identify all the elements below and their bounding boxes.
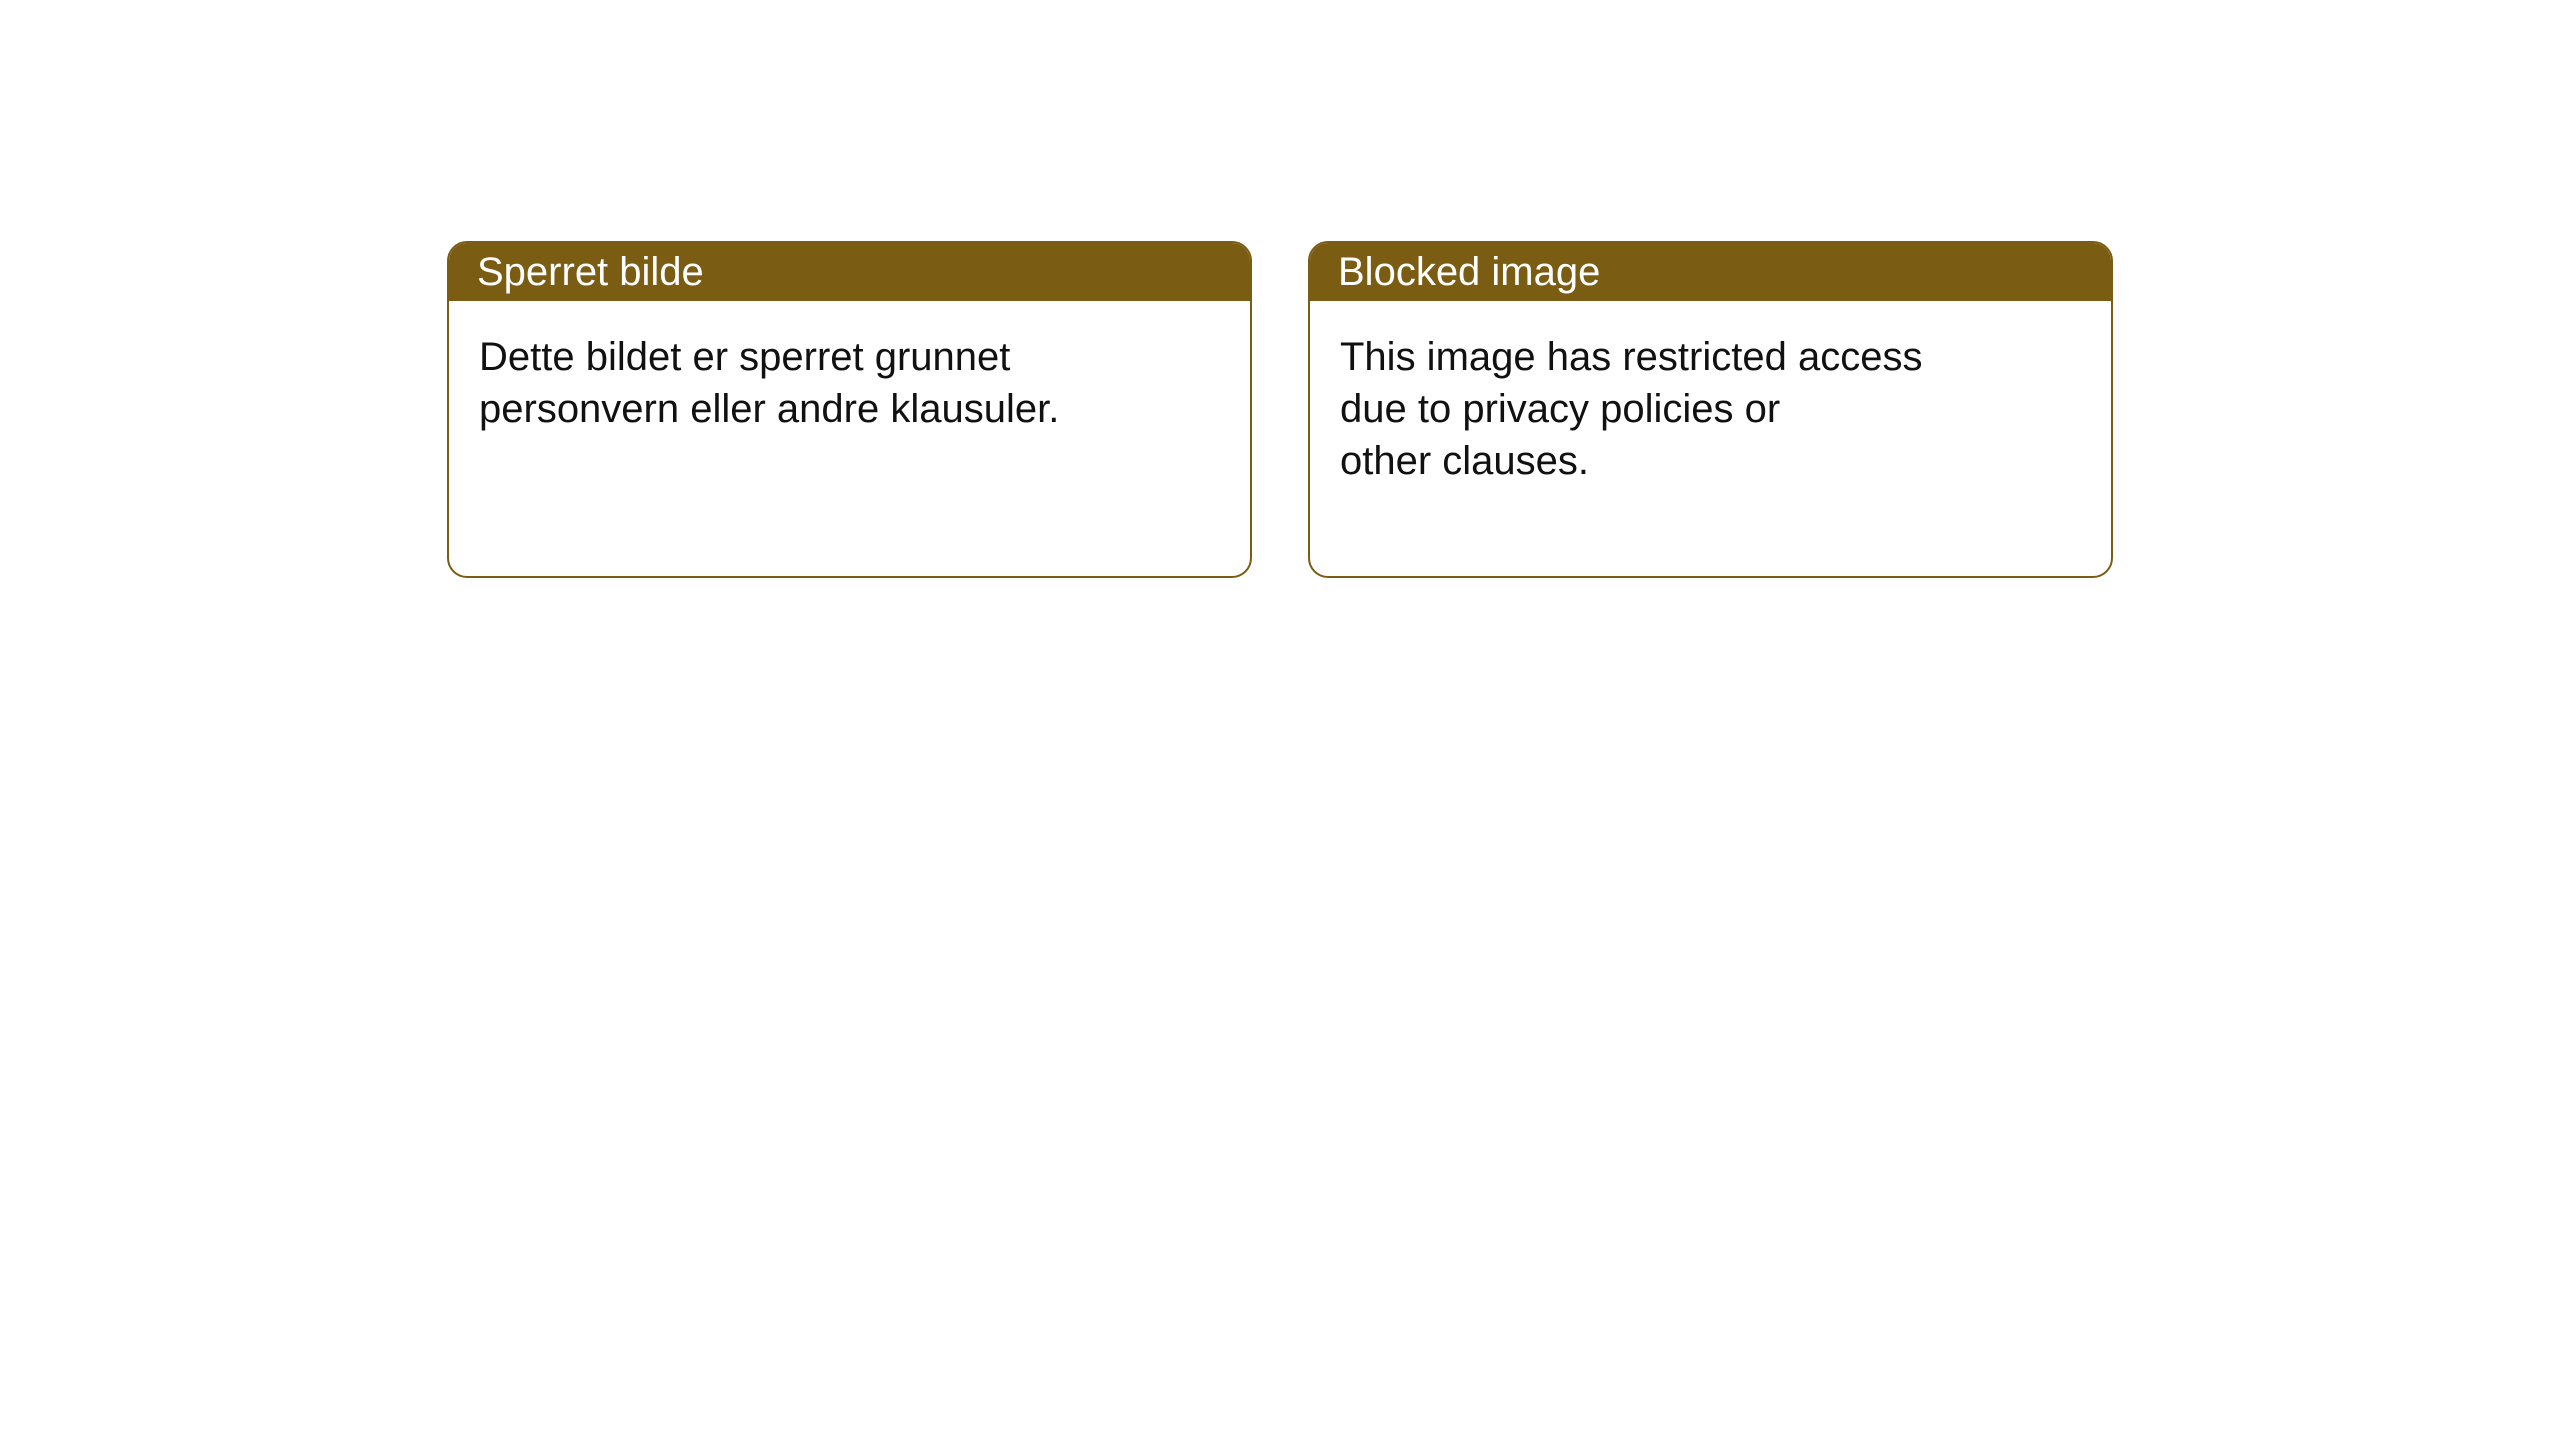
notice-body-en: This image has restricted access due to … — [1310, 301, 2111, 487]
notice-body-no: Dette bildet er sperret grunnet personve… — [449, 301, 1250, 435]
notice-title-no: Sperret bilde — [477, 250, 704, 295]
page-canvas: Sperret bilde Dette bildet er sperret gr… — [0, 0, 2560, 1440]
notice-header-no: Sperret bilde — [449, 243, 1250, 301]
notice-row: Sperret bilde Dette bildet er sperret gr… — [447, 241, 2113, 578]
notice-card-en: Blocked image This image has restricted … — [1308, 241, 2113, 578]
notice-header-en: Blocked image — [1310, 243, 2111, 301]
notice-title-en: Blocked image — [1338, 250, 1600, 295]
notice-card-no: Sperret bilde Dette bildet er sperret gr… — [447, 241, 1252, 578]
